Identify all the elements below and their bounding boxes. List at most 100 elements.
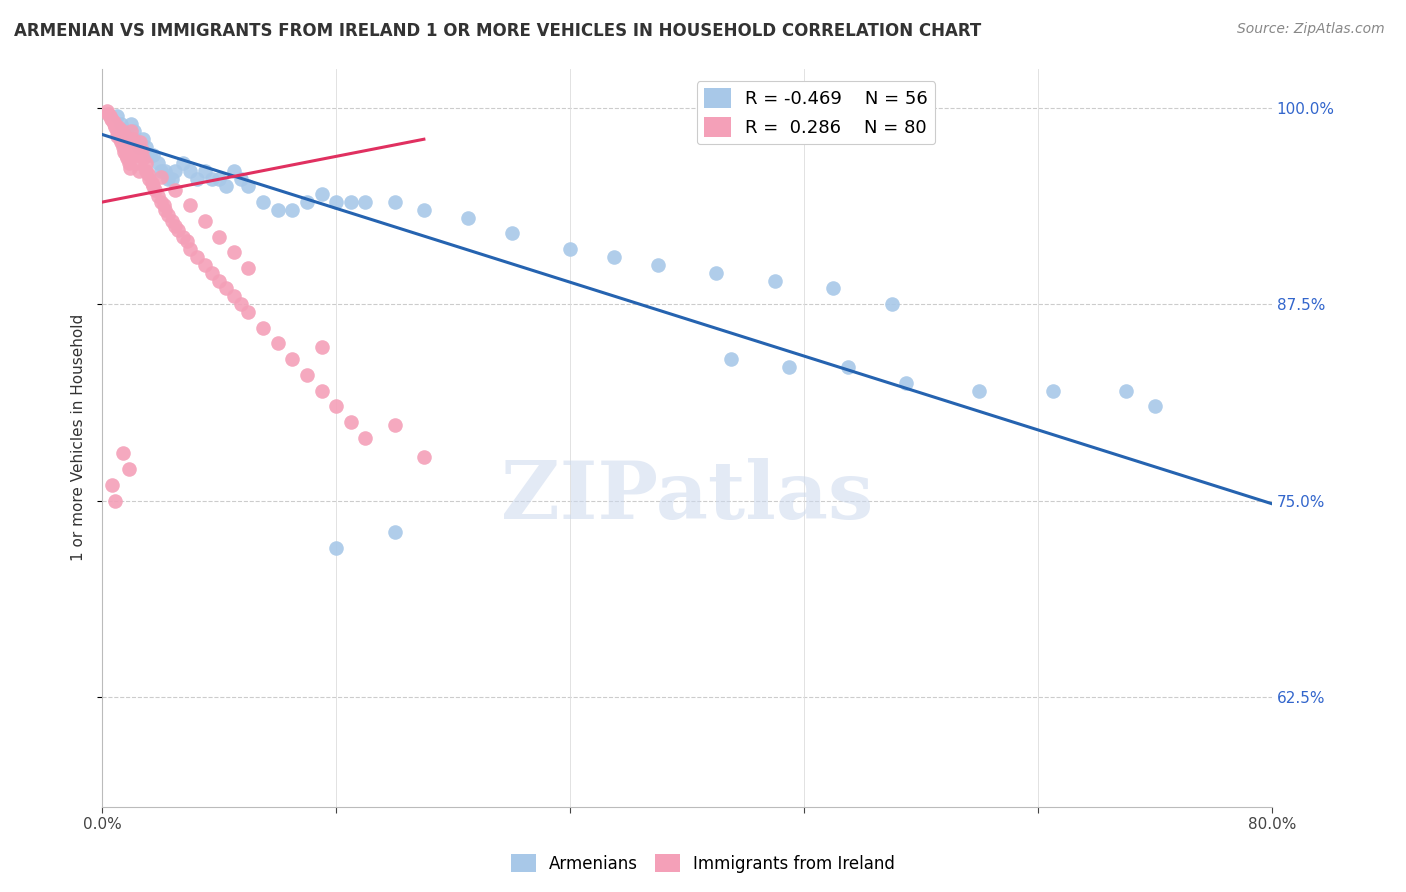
- Point: [131, 143, 153, 157]
- Point: [105, 124, 128, 138]
- Point: [107, 120, 129, 134]
- Point: [1115, 384, 1137, 398]
- Point: [103, 115, 125, 129]
- Point: [880, 297, 903, 311]
- Point: [193, 258, 215, 272]
- Point: [186, 250, 208, 264]
- Point: [311, 187, 333, 202]
- Point: [132, 151, 155, 165]
- Point: [136, 167, 159, 181]
- Point: [172, 156, 194, 170]
- Point: [146, 156, 169, 170]
- Point: [325, 400, 347, 414]
- Legend: R = -0.469    N = 56, R =  0.286    N = 80: R = -0.469 N = 56, R = 0.286 N = 80: [696, 81, 935, 145]
- Point: [229, 171, 252, 186]
- Point: [558, 242, 581, 256]
- Point: [117, 132, 139, 146]
- Point: [252, 320, 274, 334]
- Point: [112, 128, 135, 142]
- Point: [384, 418, 406, 433]
- Point: [162, 214, 184, 228]
- Point: [1042, 384, 1064, 398]
- Point: [104, 493, 127, 508]
- Point: [720, 352, 742, 367]
- Point: [603, 250, 626, 264]
- Point: [266, 202, 288, 217]
- Point: [339, 195, 361, 210]
- Point: [110, 123, 132, 137]
- Point: [135, 156, 157, 170]
- Point: [165, 182, 187, 196]
- Point: [142, 179, 165, 194]
- Point: [229, 297, 252, 311]
- Text: Source: ZipAtlas.com: Source: ZipAtlas.com: [1237, 22, 1385, 37]
- Point: [111, 140, 134, 154]
- Point: [896, 376, 918, 390]
- Point: [215, 281, 238, 295]
- Point: [125, 148, 148, 162]
- Point: [252, 195, 274, 210]
- Point: [100, 112, 122, 126]
- Point: [208, 229, 231, 244]
- Point: [149, 169, 172, 184]
- Point: [124, 124, 146, 138]
- Point: [117, 156, 139, 170]
- Point: [193, 163, 215, 178]
- Point: [115, 151, 138, 165]
- Point: [238, 261, 260, 276]
- Point: [969, 384, 991, 398]
- Point: [179, 163, 201, 178]
- Point: [208, 274, 231, 288]
- Point: [105, 129, 128, 144]
- Point: [128, 140, 150, 154]
- Point: [135, 163, 157, 178]
- Point: [222, 163, 245, 178]
- Point: [167, 223, 190, 237]
- Point: [215, 179, 238, 194]
- Point: [132, 132, 155, 146]
- Point: [156, 171, 179, 186]
- Point: [149, 163, 172, 178]
- Point: [412, 450, 434, 464]
- Y-axis label: 1 or more Vehicles in Household: 1 or more Vehicles in Household: [72, 314, 86, 561]
- Point: [193, 214, 215, 228]
- Point: [128, 145, 150, 159]
- Point: [165, 163, 187, 178]
- Point: [281, 202, 304, 217]
- Point: [238, 179, 260, 194]
- Point: [141, 176, 163, 190]
- Point: [101, 113, 124, 128]
- Point: [120, 116, 142, 130]
- Point: [837, 359, 859, 374]
- Point: [139, 148, 162, 162]
- Point: [384, 524, 406, 539]
- Point: [647, 258, 669, 272]
- Point: [112, 124, 135, 138]
- Point: [1143, 400, 1166, 414]
- Point: [120, 124, 142, 138]
- Text: ARMENIAN VS IMMIGRANTS FROM IRELAND 1 OR MORE VEHICLES IN HOUSEHOLD CORRELATION : ARMENIAN VS IMMIGRANTS FROM IRELAND 1 OR…: [14, 22, 981, 40]
- Point: [704, 266, 727, 280]
- Point: [281, 352, 304, 367]
- Point: [111, 446, 134, 460]
- Point: [112, 145, 135, 159]
- Point: [103, 116, 125, 130]
- Point: [295, 195, 318, 210]
- Point: [104, 120, 127, 134]
- Point: [146, 188, 169, 202]
- Point: [143, 182, 166, 196]
- Point: [412, 202, 434, 217]
- Point: [110, 116, 132, 130]
- Point: [165, 219, 187, 233]
- Point: [128, 163, 150, 178]
- Point: [108, 132, 131, 146]
- Point: [117, 462, 139, 476]
- Point: [172, 229, 194, 244]
- Point: [222, 245, 245, 260]
- Text: ZIPatlas: ZIPatlas: [501, 458, 873, 536]
- Point: [325, 195, 347, 210]
- Point: [97, 107, 120, 121]
- Point: [120, 136, 142, 150]
- Point: [162, 171, 184, 186]
- Point: [114, 148, 136, 162]
